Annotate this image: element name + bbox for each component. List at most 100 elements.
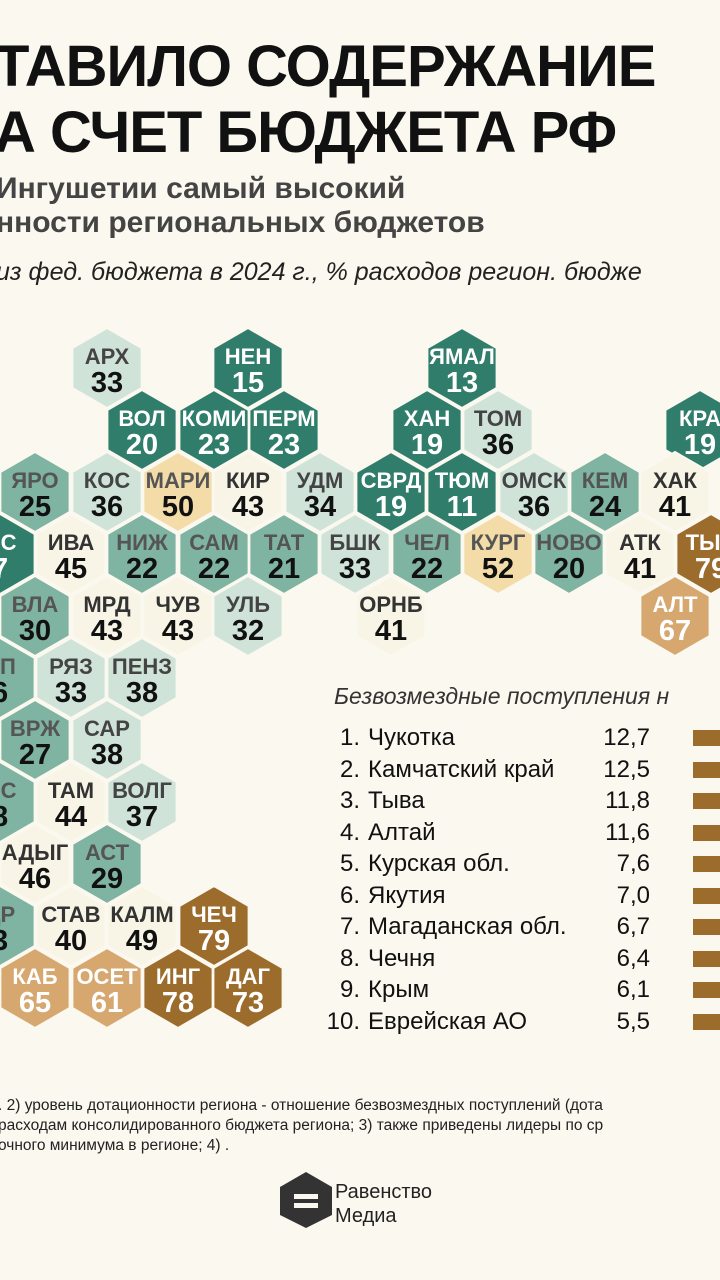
region-hex-shape [319, 512, 391, 596]
ranking-row: 9. Крым 6,1 [0, 976, 720, 1006]
ranking-name: Тыва [368, 787, 425, 814]
region-hex-тыв: ТЫВ79 [675, 512, 720, 596]
ranking-bar [693, 856, 720, 872]
ranking-row: 5. Курская обл. 7,6 [0, 850, 720, 880]
ranking-value: 7,6 [616, 850, 650, 877]
region-value: 38 [91, 739, 123, 771]
region-code: КОС [84, 468, 131, 493]
region-code: АДЫГ [2, 840, 69, 865]
region-value: 78 [162, 987, 194, 1019]
region-code: ЧЕЛ [404, 530, 450, 555]
region-hex-shape [71, 450, 143, 534]
brand-name-line-1: Равенство [335, 1181, 433, 1203]
region-value: 40 [55, 925, 87, 957]
ranking-value: 6,1 [616, 976, 650, 1003]
ranking-row: 3. Тыва 11,8 [0, 787, 720, 817]
region-code: СТАВ [41, 902, 100, 927]
ranking-bar [693, 982, 720, 998]
region-hex-shape [35, 760, 107, 844]
region-code: ДР [0, 902, 15, 927]
region-value: 19 [375, 491, 407, 523]
region-hex-shape [212, 946, 284, 1030]
footnote-line-1: . 2) уровень дотационности региона - отн… [0, 1097, 603, 1114]
subtitle-line-1: Ингушетии самый высокий [0, 172, 406, 205]
region-hex-shape [35, 636, 107, 720]
region-code: НОВО [536, 530, 601, 555]
ranking-value: 11,8 [605, 787, 650, 814]
ranking-row: 10. Еврейская АО 5,5 [0, 1008, 720, 1038]
region-code: ПЕНЗ [112, 654, 172, 679]
region-value: 20 [553, 553, 585, 585]
region-hex-shape [533, 512, 605, 596]
region-hex-ип: ИП6 [0, 636, 36, 720]
unit-caption: из фед. бюджета в 2024 г., % расходов ре… [0, 258, 642, 286]
region-code: НЕН [225, 344, 271, 369]
region-hex-др: ДР3 [0, 884, 36, 968]
region-value: 38 [126, 677, 158, 709]
ranking-bar [693, 730, 720, 746]
region-hex-shape [0, 946, 71, 1030]
region-value: 21 [268, 553, 300, 585]
region-value: 79 [695, 553, 720, 585]
region-value: 44 [55, 801, 87, 833]
region-value: 65 [19, 987, 51, 1019]
region-code: УЛЬ [226, 592, 270, 617]
region-hex-shape [106, 512, 178, 596]
region-value: 43 [232, 491, 264, 523]
ranking-value: 6,4 [616, 944, 650, 972]
region-value: 37 [126, 801, 158, 833]
region-value: 34 [304, 491, 336, 523]
region-code: ТОМ [474, 406, 522, 431]
region-hex-shape [355, 450, 427, 534]
region-code: ХАН [404, 406, 450, 431]
ranking-name: Крым [368, 976, 430, 1003]
region-hex-shape [71, 574, 143, 658]
region-value: 67 [659, 615, 691, 647]
region-value: 3 [0, 925, 8, 957]
region-hex-shape [248, 512, 320, 596]
region-value: 45 [55, 553, 87, 585]
region-value: 6 [0, 677, 8, 709]
region-hex-shape [675, 512, 720, 596]
region-value: 23 [268, 429, 300, 461]
region-hex-shape [212, 574, 284, 658]
region-hex-shape [426, 450, 498, 534]
ranking-rank: 9. [339, 976, 360, 1003]
region-hex-shape [639, 450, 711, 534]
region-hex-shape [0, 760, 36, 844]
region-code: КАЛМ [110, 902, 173, 927]
region-code: КАБ [12, 964, 57, 989]
region-code: ДАГ [226, 964, 271, 989]
region-code: САР [84, 716, 130, 741]
region-code: ТЫВ [686, 530, 720, 555]
ranking-value: 12,5 [603, 755, 650, 783]
region-value: 19 [411, 429, 443, 461]
region-hex-shape [35, 512, 107, 596]
region-value: 11 [447, 491, 478, 523]
region-code: АРХ [85, 344, 130, 369]
region-code: УДМ [297, 468, 344, 493]
region-value: 25 [19, 491, 51, 523]
ranking-rank: 5. [339, 850, 360, 877]
region-code: ОРНБ [359, 592, 423, 617]
